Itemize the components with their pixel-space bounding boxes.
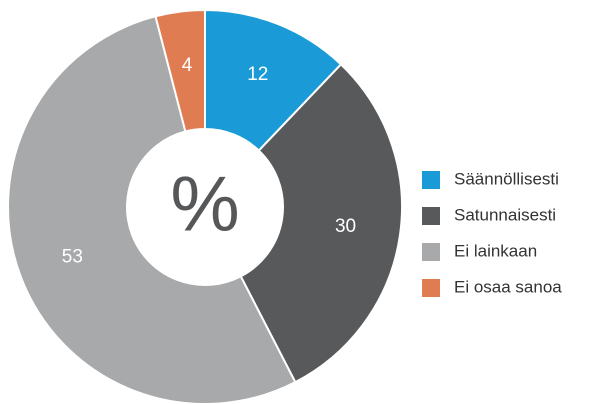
legend-label: Ei lainkaan — [454, 241, 537, 260]
legend-label: Ei osaa sanoa — [454, 277, 562, 296]
data-label: 4 — [182, 55, 193, 76]
data-label: 12 — [247, 64, 268, 85]
legend-swatch — [422, 243, 440, 261]
center-label: % — [170, 160, 239, 248]
legend-swatch — [422, 207, 440, 225]
data-label: 53 — [62, 247, 83, 268]
legend-label: Säännöllisesti — [454, 169, 559, 188]
legend-swatch — [422, 171, 440, 189]
slice — [7, 15, 297, 404]
slice — [239, 63, 404, 384]
legend-label: Satunnaisesti — [454, 205, 556, 224]
data-label: 30 — [335, 216, 356, 237]
slice — [154, 8, 206, 133]
legend-swatch — [422, 279, 440, 297]
